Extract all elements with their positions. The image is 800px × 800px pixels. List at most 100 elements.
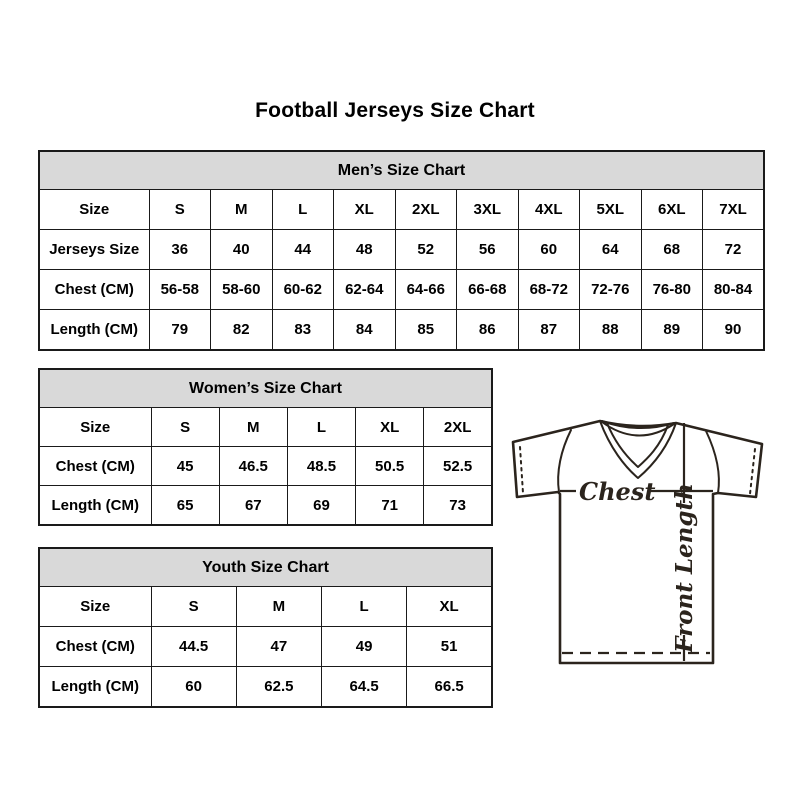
men-size-column-header: 4XL	[517, 189, 580, 230]
men-size-column-header: 5XL	[579, 189, 642, 230]
men-value-cell: 56-58	[148, 269, 211, 310]
men-size-column-header: 2XL	[394, 189, 457, 230]
youth-value-cell: 51	[406, 626, 493, 667]
youth-data-row: Chest (CM) 44.5 47 49 51	[38, 626, 493, 667]
men-value-cell: 52	[394, 229, 457, 270]
men-value-cell: 56	[456, 229, 519, 270]
men-value-cell: 79	[148, 309, 211, 351]
youth-value-cell: 64.5	[320, 666, 408, 708]
men-size-column-header: S	[148, 189, 211, 230]
jersey-measurement-diagram: Chest Front Length	[511, 419, 764, 665]
youth-row-label: Length (CM)	[38, 666, 152, 708]
youth-size-table: Youth Size Chart Size S M L XL Chest (CM) 44.5 4…	[38, 547, 493, 708]
collar-outer-v	[599, 420, 677, 479]
men-value-cell: 84	[333, 309, 396, 351]
women-value-cell: 71	[355, 485, 425, 526]
men-row-label: Chest (CM)	[38, 269, 150, 310]
men-value-cell: 60	[517, 229, 580, 270]
men-value-cell: 89	[640, 309, 703, 351]
men-value-cell: 68	[640, 229, 703, 270]
men-value-cell: 85	[394, 309, 457, 351]
men-data-row: Jerseys Size 36 40 44 48 52 56 60 64 68 72	[38, 229, 765, 270]
men-value-cell: 36	[148, 229, 211, 270]
left-sleeve-seam	[557, 429, 572, 493]
youth-size-header-label: Size	[38, 586, 152, 627]
men-value-cell: 90	[702, 309, 765, 351]
men-row-label: Jerseys Size	[38, 229, 150, 270]
youth-value-cell: 49	[320, 626, 408, 667]
collar-back-arc-shallow	[601, 420, 675, 430]
youth-value-cell: 44.5	[150, 626, 237, 667]
men-value-cell: 80-84	[702, 269, 765, 310]
men-table-title-row: Men’s Size Chart	[38, 150, 765, 190]
jersey-outline-shape	[511, 419, 764, 665]
women-value-cell: 73	[423, 485, 493, 526]
womens-size-table: Women’s Size Chart Size S M L XL 2XL Chest (CM)…	[38, 368, 493, 526]
youth-value-cell: 62.5	[235, 666, 323, 708]
men-data-row: Chest (CM) 56-58 58-60 60-62 62-64 64-66 66-68…	[38, 269, 765, 310]
women-table-title-row: Women’s Size Chart	[38, 368, 493, 408]
men-value-cell: 66-68	[456, 269, 519, 310]
women-value-cell: 48.5	[286, 446, 357, 486]
men-value-cell: 40	[210, 229, 273, 270]
men-table-title: Men’s Size Chart	[38, 150, 765, 190]
youth-size-header-row: Size S M L XL	[38, 586, 493, 627]
women-row-label: Chest (CM)	[38, 446, 152, 486]
women-data-row: Length (CM) 65 67 69 71 73	[38, 485, 493, 526]
page-title: Football Jerseys Size Chart	[255, 99, 535, 122]
youth-value-cell: 60	[150, 666, 237, 708]
women-size-column-header: S	[150, 407, 220, 447]
men-value-cell: 58-60	[210, 269, 273, 310]
men-size-column-header: L	[271, 189, 334, 230]
women-table-title: Women’s Size Chart	[38, 368, 493, 408]
women-size-header-label: Size	[38, 407, 152, 447]
women-size-column-header: 2XL	[423, 407, 493, 447]
women-value-cell: 50.5	[355, 446, 425, 486]
women-size-header-row: Size S M L XL 2XL	[38, 407, 493, 447]
men-size-column-header: M	[210, 189, 273, 230]
women-value-cell: 65	[150, 485, 220, 526]
men-size-column-header: 7XL	[702, 189, 765, 230]
women-value-cell: 67	[218, 485, 288, 526]
collar-back-arc-deep	[601, 421, 675, 437]
women-row-label: Length (CM)	[38, 485, 152, 526]
men-value-cell: 48	[333, 229, 396, 270]
women-value-cell: 46.5	[218, 446, 288, 486]
youth-size-column-header: L	[320, 586, 408, 627]
women-size-column-header: XL	[355, 407, 425, 447]
women-size-column-header: L	[286, 407, 357, 447]
front-length-measure-label: Front Length	[671, 483, 698, 654]
collar-inner-v	[606, 422, 669, 468]
youth-value-cell: 47	[235, 626, 323, 667]
youth-table-title-row: Youth Size Chart	[38, 547, 493, 587]
men-data-row: Length (CM) 79 82 83 84 85 86 87 88 89 90	[38, 309, 765, 351]
men-size-header-row: Size S M L XL 2XL 3XL 4XL 5XL 6XL 7XL	[38, 189, 765, 230]
men-size-column-header: XL	[333, 189, 396, 230]
men-size-column-header: 3XL	[456, 189, 519, 230]
men-row-label: Length (CM)	[38, 309, 150, 351]
men-value-cell: 88	[579, 309, 642, 351]
men-value-cell: 64	[579, 229, 642, 270]
youth-table-title: Youth Size Chart	[38, 547, 493, 587]
men-value-cell: 86	[456, 309, 519, 351]
right-cuff-stitch-dotted-line	[749, 448, 756, 495]
men-value-cell: 87	[517, 309, 580, 351]
women-size-column-header: M	[218, 407, 288, 447]
men-value-cell: 82	[210, 309, 273, 351]
youth-data-row: Length (CM) 60 62.5 64.5 66.5	[38, 666, 493, 708]
men-value-cell: 68-72	[517, 269, 580, 310]
right-sleeve-seam	[705, 430, 720, 494]
men-value-cell: 72	[702, 229, 765, 270]
women-data-row: Chest (CM) 45 46.5 48.5 50.5 52.5	[38, 446, 493, 486]
youth-size-column-header: M	[235, 586, 323, 627]
men-value-cell: 83	[271, 309, 334, 351]
women-value-cell: 69	[286, 485, 357, 526]
men-value-cell: 64-66	[394, 269, 457, 310]
men-value-cell: 72-76	[579, 269, 642, 310]
youth-row-label: Chest (CM)	[38, 626, 152, 667]
mens-size-table: Men’s Size Chart Size S M L XL 2XL 3XL 4XL 5XL 6XL…	[38, 150, 765, 351]
men-value-cell: 76-80	[640, 269, 703, 310]
youth-size-column-header: S	[150, 586, 237, 627]
men-value-cell: 44	[271, 229, 334, 270]
women-value-cell: 45	[150, 446, 220, 486]
